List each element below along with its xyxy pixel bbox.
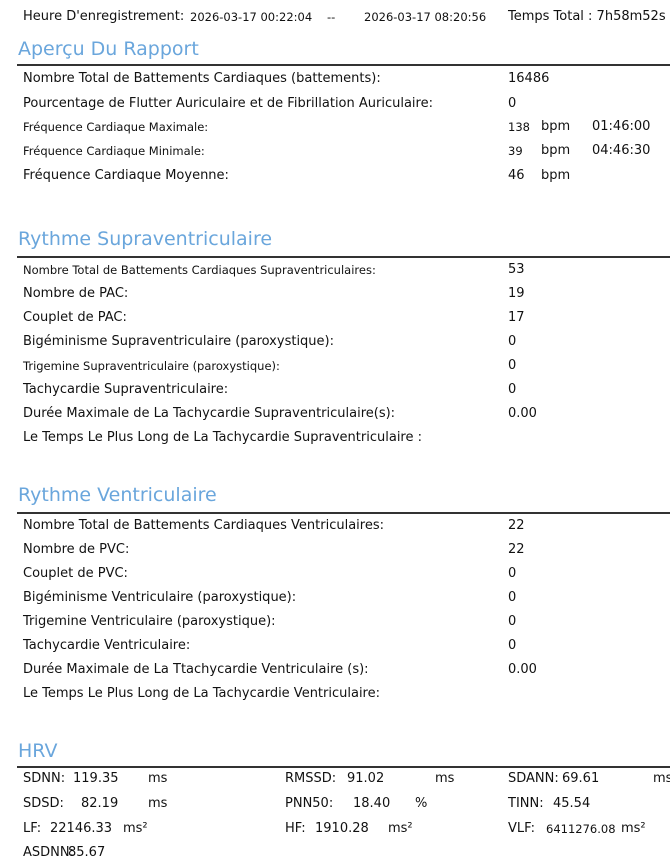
hrv-value: 6411276.08 <box>546 822 616 836</box>
divider <box>17 64 670 66</box>
row-value: 0.00 <box>508 662 537 677</box>
divider <box>17 766 670 768</box>
hrv-value: 69.61 <box>562 771 600 786</box>
row-time: 01:46:00 <box>592 119 651 134</box>
row-value: 0 <box>508 96 517 111</box>
row-value: 53 <box>508 262 525 277</box>
start-time: 2026-03-17 00:22:04 <box>190 10 313 24</box>
hrv-label: SDSD: <box>23 796 64 811</box>
divider <box>17 256 670 258</box>
hrv-unit: ms² <box>388 821 413 836</box>
hrv-value: 45.54 <box>553 796 591 811</box>
hrv-unit: ms² <box>621 821 646 836</box>
row-label: Fréquence Cardiaque Maximale: <box>23 120 209 134</box>
hrv-unit: ms <box>435 771 455 786</box>
row-label: Nombre Total de Battements Cardiaques Ve… <box>23 518 384 533</box>
hrv-value: 91.02 <box>347 771 385 786</box>
row-value: 39 <box>508 144 523 158</box>
row-value: 16486 <box>508 71 550 86</box>
row-value: 22 <box>508 518 525 533</box>
row-label: Tachycardie Supraventriculaire: <box>23 382 229 397</box>
row-value: 0 <box>508 334 517 349</box>
row-label: Le Temps Le Plus Long de La Tachycardie … <box>23 686 380 701</box>
row-label: Pourcentage de Flutter Auriculaire et de… <box>23 96 433 111</box>
row-label: Nombre de PAC: <box>23 286 129 301</box>
row-label: Fréquence Cardiaque Minimale: <box>23 144 205 158</box>
row-label: Couplet de PVC: <box>23 566 128 581</box>
row-label: Bigéminisme Ventriculaire (paroxystique)… <box>23 590 297 605</box>
hrv-label: HF: <box>285 821 306 836</box>
hrv-label: SDANN: <box>508 771 559 786</box>
row-label: Trigemine Supraventriculaire (paroxystiq… <box>23 359 280 373</box>
row-label: Nombre de PVC: <box>23 542 130 557</box>
hrv-label: LF: <box>23 821 42 836</box>
row-value: 138 <box>508 120 530 134</box>
hrv-value: 1910.28 <box>315 821 369 836</box>
hrv-unit: ms <box>148 796 168 811</box>
total-time: Temps Total : 7h58m52s <box>508 9 666 24</box>
row-label: Durée Maximale de La Tachycardie Suprave… <box>23 406 396 421</box>
row-value: 0 <box>508 638 517 653</box>
hrv-label: TINN: <box>508 796 544 811</box>
row-value: 19 <box>508 286 525 301</box>
row-time: 04:46:30 <box>592 143 651 158</box>
hrv-unit: ms <box>653 771 670 786</box>
row-label: Trigemine Ventriculaire (paroxystique): <box>23 614 276 629</box>
hrv-label: VLF: <box>508 821 535 836</box>
end-time: 2026-03-17 08:20:56 <box>364 10 487 24</box>
row-unit: bpm <box>541 143 571 158</box>
row-value: 17 <box>508 310 525 325</box>
row-label: Nombre Total de Battements Cardiaques (b… <box>23 71 381 86</box>
row-label: Le Temps Le Plus Long de La Tachycardie … <box>23 430 422 445</box>
row-label: Durée Maximale de La Ttachycardie Ventri… <box>23 662 369 677</box>
section-title-ventricular: Rythme Ventriculaire <box>18 484 217 506</box>
hrv-label: RMSSD: <box>285 771 337 786</box>
row-value: 46 <box>508 168 525 183</box>
hrv-value: 18.40 <box>353 796 391 811</box>
hrv-value: 119.35 <box>73 771 119 786</box>
row-label: Couplet de PAC: <box>23 310 127 325</box>
row-value: 0 <box>508 382 517 397</box>
row-value: 0 <box>508 590 517 605</box>
hrv-value: 22146.33 <box>50 821 113 836</box>
hrv-label: ASDNN: <box>23 845 74 860</box>
hrv-value: 82.19 <box>81 796 119 811</box>
row-value: 0 <box>508 358 517 373</box>
row-value: 22 <box>508 542 525 557</box>
row-label: Nombre Total de Battements Cardiaques Su… <box>23 263 376 277</box>
row-value: 0 <box>508 566 517 581</box>
row-unit: bpm <box>541 168 571 183</box>
hrv-label: SDNN: <box>23 771 66 786</box>
row-label: Tachycardie Ventriculaire: <box>23 638 191 653</box>
row-value: 0 <box>508 614 517 629</box>
row-label: Bigéminisme Supraventriculaire (paroxyst… <box>23 334 334 349</box>
section-title-overview: Aperçu Du Rapport <box>18 38 199 60</box>
hrv-unit: ms <box>148 771 168 786</box>
time-separator: -- <box>327 10 336 24</box>
divider <box>17 512 670 514</box>
hrv-unit: ms² <box>123 821 148 836</box>
section-title-supraventricular: Rythme Supraventriculaire <box>18 228 273 250</box>
hrv-unit: % <box>415 796 428 811</box>
row-value: 0.00 <box>508 406 537 421</box>
hrv-label: PNN50: <box>285 796 334 811</box>
row-label: Fréquence Cardiaque Moyenne: <box>23 168 229 183</box>
section-title-hrv: HRV <box>18 740 58 762</box>
hrv-value: 85.67 <box>68 845 106 860</box>
recording-label: Heure D'enregistrement: <box>23 9 185 24</box>
row-unit: bpm <box>541 119 571 134</box>
